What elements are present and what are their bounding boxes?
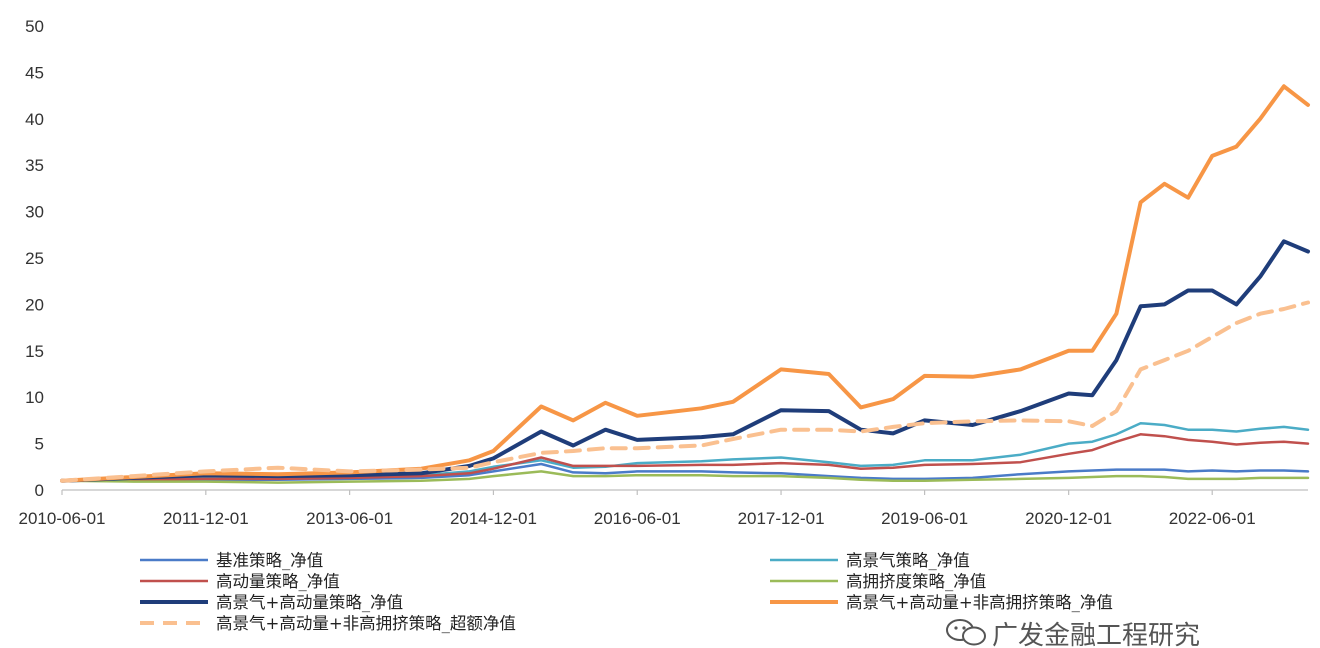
x-tick-label: 2022-06-01 bbox=[1169, 509, 1256, 528]
y-tick-label: 15 bbox=[25, 342, 44, 361]
legend-label: 高景气策略_净值 bbox=[846, 551, 970, 570]
y-tick-label: 25 bbox=[25, 249, 44, 268]
series-line-1 bbox=[60, 462, 1310, 482]
x-tick-label: 2011-12-01 bbox=[163, 509, 249, 528]
x-tick-label: 2020-12-01 bbox=[1025, 509, 1112, 528]
watermark: 广发金融工程研究 bbox=[946, 619, 1200, 648]
legend-label: 高动量策略_净值 bbox=[216, 572, 340, 591]
y-tick-label: 5 bbox=[35, 435, 44, 454]
series-line-5 bbox=[60, 239, 1310, 483]
y-tick-label: 35 bbox=[25, 156, 44, 175]
y-tick-label: 20 bbox=[25, 295, 44, 314]
legend-label: 高景气+高动量+非高拥挤策略_净值 bbox=[846, 593, 1113, 612]
y-tick-label: 10 bbox=[25, 388, 44, 407]
y-tick-label: 50 bbox=[25, 17, 44, 36]
legend-label: 高景气+高动量策略_净值 bbox=[216, 593, 403, 612]
series-line-6 bbox=[60, 84, 1310, 483]
series-line-7 bbox=[60, 300, 1310, 483]
x-tick-label: 2014-12-01 bbox=[450, 509, 537, 528]
axes: 0 5 10 15 20 25 30 35 40 45 50 2010-06-01 2011-12-01… bbox=[19, 17, 1308, 528]
legend-label: 高拥挤度策略_净值 bbox=[846, 572, 986, 591]
x-tick-label: 2019-06-01 bbox=[881, 509, 968, 528]
x-tick-label: 2016-06-01 bbox=[594, 509, 681, 528]
x-tick-label: 2017-12-01 bbox=[738, 509, 825, 528]
y-tick-label: 40 bbox=[25, 110, 44, 129]
legend-label: 高景气+高动量+非高拥挤策略_超额净值 bbox=[216, 614, 516, 633]
wechat-icon bbox=[946, 619, 986, 646]
x-tick-label: 2010-06-01 bbox=[19, 509, 106, 528]
y-tick-label: 30 bbox=[25, 203, 44, 222]
series-line-4 bbox=[60, 470, 1310, 484]
x-tick-label: 2013-06-01 bbox=[306, 509, 393, 528]
y-tick-label: 45 bbox=[25, 63, 44, 82]
series-line-3 bbox=[60, 433, 1310, 482]
series-group bbox=[60, 84, 1310, 484]
watermark-text: 广发金融工程研究 bbox=[992, 621, 1200, 648]
legend-label: 基准策略_净值 bbox=[216, 551, 323, 570]
y-tick-label: 0 bbox=[35, 481, 44, 500]
